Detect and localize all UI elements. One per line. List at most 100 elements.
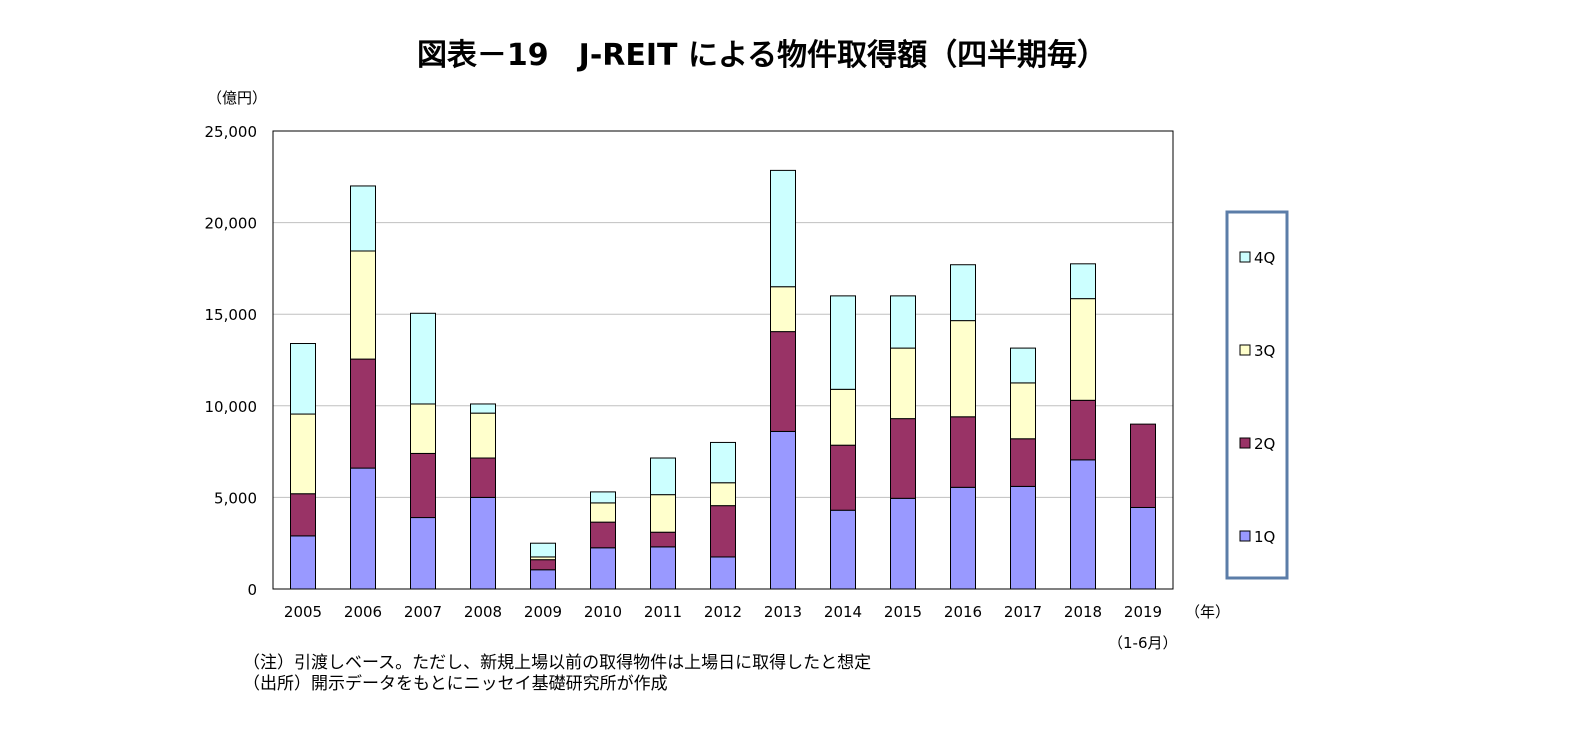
- bar-2006-4Q: [350, 185, 376, 252]
- bar-2009-4Q: [530, 542, 556, 558]
- bar-2005-1Q: [290, 535, 316, 590]
- bar-2011-2Q: [650, 531, 676, 548]
- bar-2018-1Q: [1070, 459, 1096, 590]
- x-tick-label: 2017: [1004, 603, 1042, 621]
- bar-2008-1Q: [470, 496, 496, 590]
- bar-2019-2Q: [1130, 423, 1156, 508]
- bar-2007-2Q: [410, 452, 436, 519]
- bar-2007-4Q: [410, 312, 436, 405]
- legend-label-2Q: 2Q: [1254, 435, 1275, 453]
- bar-2014-2Q: [830, 444, 856, 511]
- x-tick-label: 2015: [884, 603, 922, 621]
- bar-2018-2Q: [1070, 399, 1096, 461]
- bar-2007-1Q: [410, 517, 436, 590]
- bar-2012-2Q: [710, 505, 736, 558]
- bar-2016-1Q: [950, 486, 976, 590]
- bar-2019-1Q: [1130, 506, 1156, 590]
- bar-2017-4Q: [1010, 347, 1036, 384]
- bar-2006-3Q: [350, 250, 376, 360]
- legend: 4Q 3Q 2Q 1Q: [1239, 249, 1275, 546]
- bar-2009-1Q: [530, 569, 556, 590]
- bar-2008-4Q: [470, 403, 496, 414]
- bar-2007-3Q: [410, 403, 436, 454]
- bar-2009-2Q: [530, 559, 556, 571]
- bar-2014-4Q: [830, 295, 856, 390]
- y-axis-label: （億円）: [207, 89, 267, 107]
- x-tick-label: 2013: [764, 603, 802, 621]
- bar-2015-2Q: [890, 418, 916, 499]
- y-tick-label: 0: [247, 581, 257, 599]
- y-tick-label: 15,000: [205, 306, 258, 324]
- bar-2013-4Q: [770, 169, 796, 288]
- bar-2012-4Q: [710, 441, 736, 484]
- bar-2017-2Q: [1010, 438, 1036, 487]
- bar-2015-3Q: [890, 347, 916, 420]
- legend-label-4Q: 4Q: [1254, 249, 1275, 267]
- legend-swatch-1Q: [1239, 530, 1251, 542]
- bar-2012-1Q: [710, 556, 736, 590]
- bar-2018-4Q: [1070, 263, 1096, 300]
- y-tick-labels: 0 5,000 10,000 15,000 20,000 25,000: [205, 123, 258, 599]
- note-text: （注）引渡しベース。ただし、新規上場以前の取得物件は上場日に取得したと想定: [243, 653, 871, 673]
- bar-2016-3Q: [950, 320, 976, 418]
- bar-2005-4Q: [290, 343, 316, 415]
- x-tick-label: 2016: [944, 603, 982, 621]
- legend-swatch-4Q: [1239, 251, 1251, 263]
- x-tick-label: 2009: [524, 603, 562, 621]
- bar-2017-1Q: [1010, 485, 1036, 590]
- x-tick-label: 2010: [584, 603, 622, 621]
- bar-2010-3Q: [590, 502, 616, 523]
- plot-area-border: [272, 130, 1174, 590]
- chart-title: 図表－19 J-REIT による物件取得額（四半期毎）: [417, 38, 1107, 73]
- bar-2017-3Q: [1010, 382, 1036, 440]
- x-tick-label: 2012: [704, 603, 742, 621]
- bar-2008-3Q: [470, 412, 496, 459]
- bars: [290, 169, 1156, 590]
- bar-2011-3Q: [650, 494, 676, 533]
- bar-2018-3Q: [1070, 298, 1096, 401]
- bar-2013-3Q: [770, 286, 796, 333]
- x-tick-label: 2007: [404, 603, 442, 621]
- x-tick-label: 2006: [344, 603, 382, 621]
- bar-2008-2Q: [470, 457, 496, 498]
- legend-label-3Q: 3Q: [1254, 342, 1275, 360]
- legend-swatch-2Q: [1239, 437, 1251, 449]
- y-tick-label: 20,000: [205, 215, 258, 233]
- legend-swatch-3Q: [1239, 344, 1251, 356]
- source-text: （出所）開示データをもとにニッセイ基礎研究所が作成: [243, 673, 668, 694]
- bar-2011-4Q: [650, 457, 676, 496]
- bar-2005-2Q: [290, 493, 316, 537]
- y-tick-label: 5,000: [214, 489, 257, 507]
- x-tick-label: 2005: [284, 603, 322, 621]
- bar-2005-3Q: [290, 413, 316, 495]
- legend-box: [1225, 210, 1289, 580]
- x-tick-label: 2014: [824, 603, 862, 621]
- bar-2011-1Q: [650, 546, 676, 590]
- x-tick-label: 2011: [644, 603, 682, 621]
- bar-2010-1Q: [590, 547, 616, 590]
- y-tick-label: 25,000: [205, 123, 258, 141]
- x-tick-labels: 2005 2006 2007 2008 2009 2010 2011 2012 2013 2014…: [284, 603, 1162, 621]
- x-axis-sub-label: （1-6月）: [1108, 634, 1178, 652]
- bar-2012-3Q: [710, 482, 736, 507]
- legend-label-1Q: 1Q: [1254, 528, 1275, 546]
- x-tick-label: 2018: [1064, 603, 1102, 621]
- bar-2014-1Q: [830, 509, 856, 590]
- bar-2015-1Q: [890, 497, 916, 590]
- y-tick-label: 10,000: [205, 398, 258, 416]
- x-axis-label: （年）: [1185, 603, 1230, 621]
- bar-2015-4Q: [890, 295, 916, 349]
- bar-2006-2Q: [350, 358, 376, 469]
- bar-2013-1Q: [770, 430, 796, 590]
- bar-2014-3Q: [830, 388, 856, 446]
- bar-2016-2Q: [950, 416, 976, 488]
- x-tick-label: 2019: [1124, 603, 1162, 621]
- bar-2013-2Q: [770, 331, 796, 432]
- bar-2006-1Q: [350, 467, 376, 590]
- x-tick-label: 2008: [464, 603, 502, 621]
- bar-2010-4Q: [590, 491, 616, 504]
- bar-2010-2Q: [590, 521, 616, 549]
- bar-2016-4Q: [950, 264, 976, 322]
